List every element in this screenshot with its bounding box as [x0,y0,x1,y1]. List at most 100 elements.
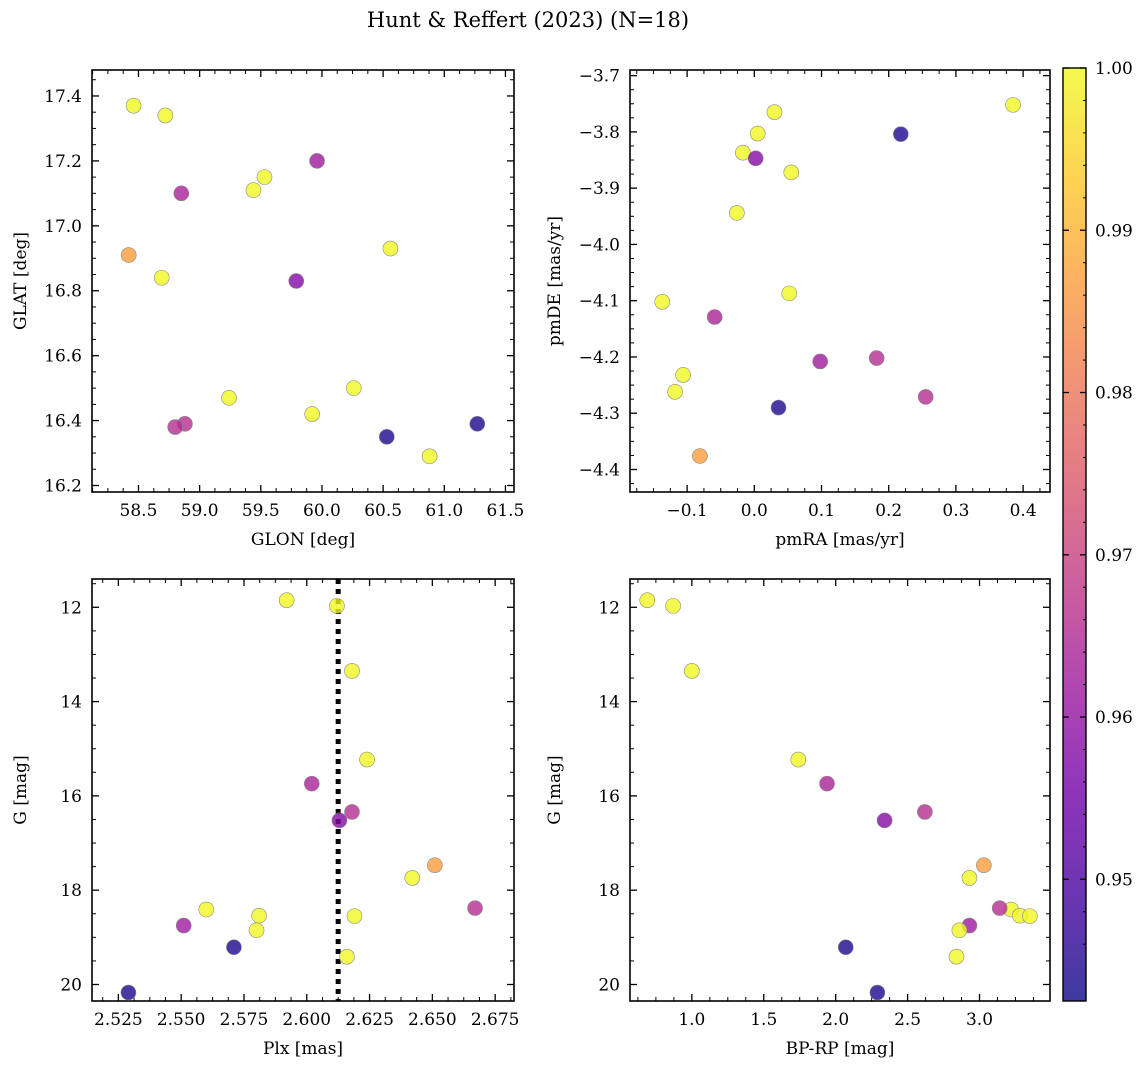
x-tick-label: 2.5 [894,1010,921,1030]
data-point [248,922,265,939]
x-tick-label: 59.0 [181,501,219,521]
y-tick-label: 16 [598,787,620,807]
data-point [125,97,142,114]
colorbar: 0.95 0.96 0.97 0.98 0.99 1.00 [1062,59,1133,1002]
data-point [344,663,360,679]
y-tick-label: 12 [598,598,620,618]
y-tick-label: −4.3 [579,404,620,424]
data-point [665,598,681,614]
x-tick-label: 2.0 [822,1010,849,1030]
y-tick-label: 16.2 [44,477,82,497]
data-point [781,285,798,302]
y-axis-label: G [mag] [11,755,31,824]
data-point [961,870,978,886]
data-point [819,775,835,792]
data-point [692,448,708,464]
y-tick-label: 16.8 [44,282,82,302]
data-point [469,416,486,432]
x-tick-label: 2.550 [157,1010,206,1030]
x-tick-label: −0.1 [666,501,707,521]
data-point [783,164,800,181]
color-magnitude-panel: 1.0 1.5 2.0 2.5 3.0 12 14 16 18 20 BP-RP [mag] G [m… [545,578,1051,1059]
x-tick-label: 0.4 [1010,501,1037,521]
y-tick-label: 17.2 [44,152,82,172]
data-point [749,125,766,142]
data-point [251,907,267,924]
data-point [675,367,691,383]
data-point [304,406,320,422]
data-point [175,917,192,934]
data-point [917,804,933,820]
data-point [1022,908,1038,924]
y-tick-label: −4.1 [579,292,620,312]
x-tick-label: 0.2 [875,501,902,521]
x-axis-label: Plx [mas] [263,1039,343,1059]
data-point [790,751,807,768]
data-point [747,150,764,167]
data-point [893,126,909,142]
data-point [404,870,421,886]
data-point [256,169,273,185]
x-tick-label: 59.5 [242,501,280,521]
data-point [153,269,170,286]
data-point [378,429,395,445]
x-tick-label: 60.5 [364,501,402,521]
data-point [421,448,438,465]
parallax-magnitude-panel: 2.525 2.550 2.575 2.600 2.625 2.650 2.675 12 14 1… [11,578,519,1059]
axes-frame [91,578,515,1002]
data-point [173,185,190,202]
axes-frame [629,69,1051,493]
axes-frame [91,69,515,493]
x-tick-label: 61.5 [487,501,525,521]
data-point [288,273,305,289]
data-point [917,389,934,405]
data-point [868,350,885,366]
data-point [654,294,671,310]
x-tick-label: 2.650 [408,1010,457,1030]
x-axis-label: BP-RP [mag] [786,1039,895,1059]
data-point [869,984,886,1001]
data-point [812,353,828,370]
x-tick-label: 1.5 [750,1010,777,1030]
y-tick-label: −3.7 [579,67,620,87]
data-point [278,592,295,609]
data-point [639,592,656,609]
proper-motion-panel: −0.1 0.0 0.1 0.2 0.3 0.4 −4.4 −4.3 −4.2 −4.1 −4.0 −… [545,67,1051,550]
data-point [309,153,325,169]
data-point [948,948,965,965]
y-tick-label: 16 [60,787,82,807]
y-tick-label: 12 [60,598,82,618]
y-tick-label: 20 [598,975,620,995]
data-point [157,107,174,124]
data-point [359,751,375,768]
x-tick-label: 2.600 [282,1010,331,1030]
data-point [467,900,483,916]
y-tick-label: 17.4 [44,87,82,107]
x-tick-label: 1.0 [678,1010,705,1030]
colorbar-tick-label: 0.99 [1095,221,1133,241]
data-point [303,775,320,792]
data-point [345,380,362,396]
axes-frame [629,578,1051,1002]
x-tick-label: 0.1 [808,501,835,521]
figure-title: Hunt & Reffert (2023) (N=18) [367,8,689,32]
y-tick-label: 20 [60,975,82,995]
data-point [346,908,363,924]
data-point [876,812,893,829]
data-point [667,384,683,400]
data-point [339,948,355,965]
x-tick-label: 0.0 [741,501,768,521]
colorbar-tick-label: 0.95 [1095,870,1133,890]
data-point [344,804,360,820]
data-point [1005,97,1021,113]
y-tick-label: 14 [598,693,620,713]
x-tick-label: 2.575 [220,1010,269,1030]
colorbar-tick-label: 0.97 [1095,546,1133,566]
y-tick-label: −4.4 [579,460,620,480]
x-tick-label: 2.525 [94,1010,143,1030]
data-point [198,901,215,918]
x-tick-label: 58.5 [120,501,158,521]
y-axis-label: G [mag] [545,755,565,824]
y-tick-label: 16.4 [44,412,82,432]
